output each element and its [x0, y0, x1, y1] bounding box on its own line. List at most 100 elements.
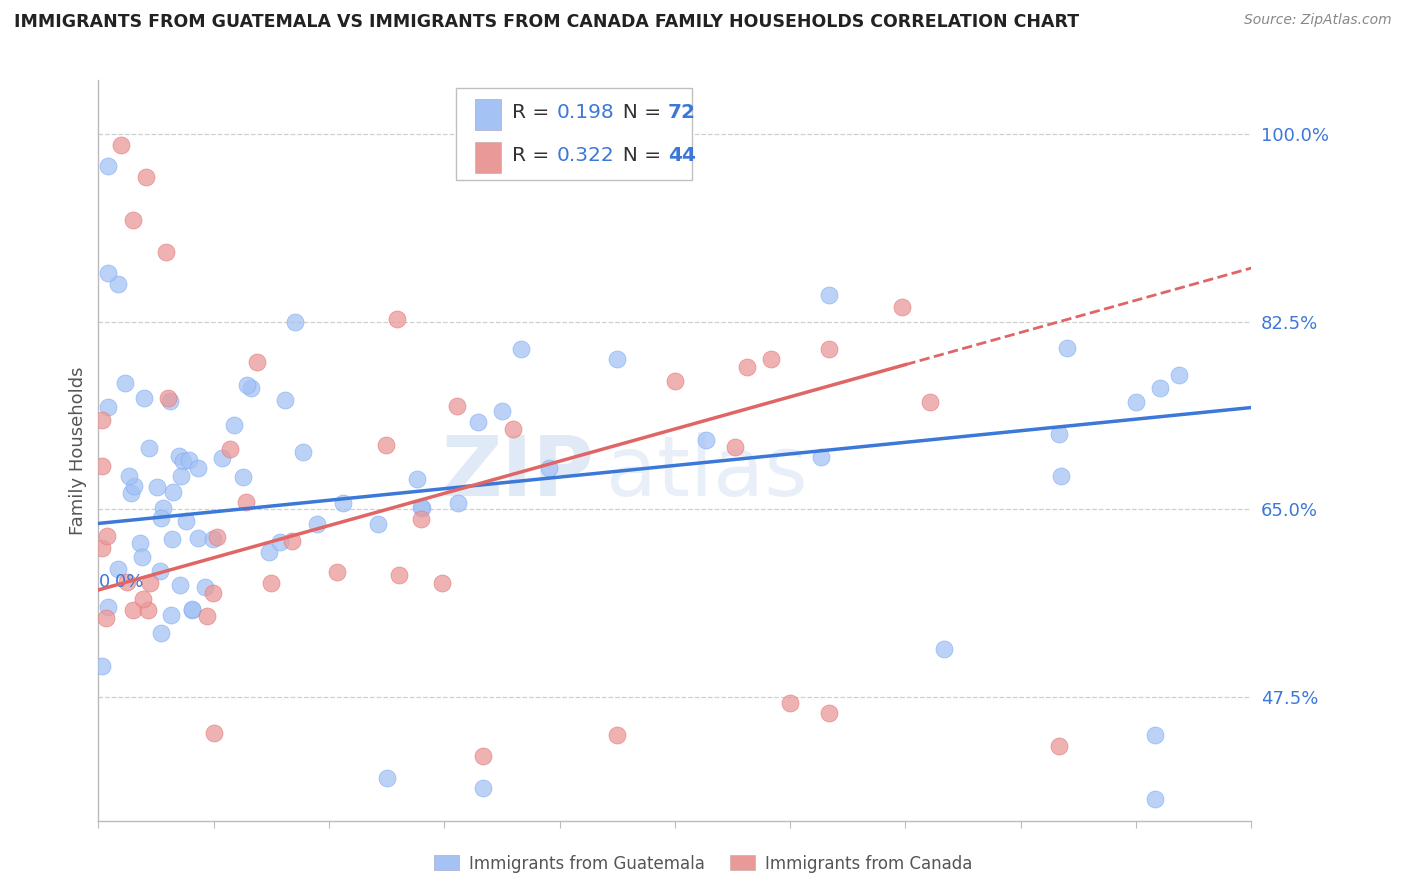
Point — [447, 496, 470, 510]
Point — [932, 642, 955, 657]
Point — [235, 495, 257, 509]
Point — [149, 565, 172, 579]
Point — [174, 514, 197, 528]
Point — [222, 417, 245, 432]
Point — [135, 169, 157, 184]
Point — [326, 565, 349, 579]
Point — [1144, 792, 1167, 806]
Point — [606, 728, 628, 742]
Point — [97, 159, 120, 173]
Point — [187, 461, 209, 475]
Point — [138, 576, 160, 591]
Point — [159, 394, 181, 409]
Point — [152, 501, 174, 516]
Point — [236, 378, 259, 392]
Point — [259, 545, 281, 559]
Point — [162, 484, 184, 499]
Text: Source: ZipAtlas.com: Source: ZipAtlas.com — [1244, 13, 1392, 28]
Point — [201, 586, 224, 600]
Point — [194, 580, 217, 594]
Point — [122, 212, 145, 227]
Point — [170, 469, 193, 483]
Point — [129, 536, 152, 550]
Point — [115, 575, 138, 590]
Point — [134, 391, 156, 405]
Point — [406, 472, 429, 486]
Point — [110, 137, 132, 152]
Point — [724, 440, 747, 454]
Point — [107, 562, 129, 576]
Point — [446, 399, 468, 413]
Point — [759, 352, 782, 367]
Point — [157, 391, 180, 405]
Point — [375, 438, 398, 452]
Point — [169, 449, 191, 463]
Point — [114, 376, 136, 390]
Text: atlas: atlas — [606, 432, 807, 513]
Point — [664, 374, 686, 388]
Point — [195, 609, 218, 624]
Point — [810, 450, 832, 464]
Point — [537, 460, 560, 475]
Point — [131, 549, 153, 564]
Text: IMMIGRANTS FROM GUATEMALA VS IMMIGRANTS FROM CANADA FAMILY HOUSEHOLDS CORRELATIO: IMMIGRANTS FROM GUATEMALA VS IMMIGRANTS … — [14, 13, 1080, 31]
Point — [1056, 342, 1078, 356]
Point — [388, 568, 411, 582]
Point — [606, 352, 628, 367]
Text: ZIP: ZIP — [441, 432, 595, 513]
Point — [367, 517, 389, 532]
Text: R =: R = — [512, 145, 555, 165]
FancyBboxPatch shape — [475, 99, 501, 130]
Point — [201, 533, 224, 547]
FancyBboxPatch shape — [475, 142, 501, 173]
Point — [136, 603, 159, 617]
Text: 0.0%: 0.0% — [98, 573, 143, 591]
Point — [292, 444, 315, 458]
Point — [430, 576, 453, 591]
Point — [187, 531, 209, 545]
Point — [97, 599, 120, 614]
Point — [202, 726, 225, 740]
Point — [121, 603, 143, 617]
Point — [218, 442, 240, 457]
Point — [91, 659, 114, 673]
Point — [385, 312, 408, 326]
Y-axis label: Family Households: Family Households — [69, 367, 87, 534]
Point — [96, 529, 118, 543]
Point — [510, 342, 533, 356]
Point — [132, 591, 155, 606]
Point — [269, 535, 291, 549]
Point — [179, 453, 201, 467]
Point — [1047, 739, 1070, 753]
Point — [307, 517, 329, 532]
Point — [231, 470, 253, 484]
Text: N =: N = — [610, 145, 668, 165]
Point — [1125, 395, 1147, 409]
Point — [1144, 728, 1167, 742]
Point — [91, 413, 114, 427]
Text: R =: R = — [512, 103, 555, 122]
Point — [138, 442, 160, 456]
Point — [918, 394, 941, 409]
Point — [181, 603, 204, 617]
Point — [471, 749, 494, 764]
Point — [1149, 380, 1171, 394]
Point — [502, 422, 524, 436]
Point — [817, 342, 839, 356]
Point — [180, 602, 202, 616]
Point — [211, 451, 233, 466]
Point — [169, 578, 191, 592]
Point — [284, 315, 307, 329]
Legend: Immigrants from Guatemala, Immigrants from Canada: Immigrants from Guatemala, Immigrants fr… — [427, 848, 979, 880]
Point — [118, 469, 141, 483]
Point — [274, 393, 297, 408]
Point — [1049, 469, 1071, 483]
Point — [96, 611, 118, 625]
Text: 72: 72 — [668, 103, 696, 122]
Point — [246, 355, 269, 369]
Text: 44: 44 — [668, 145, 696, 165]
Point — [332, 496, 354, 510]
Text: 0.322: 0.322 — [557, 145, 614, 165]
Point — [91, 458, 114, 473]
Point — [1168, 368, 1191, 383]
